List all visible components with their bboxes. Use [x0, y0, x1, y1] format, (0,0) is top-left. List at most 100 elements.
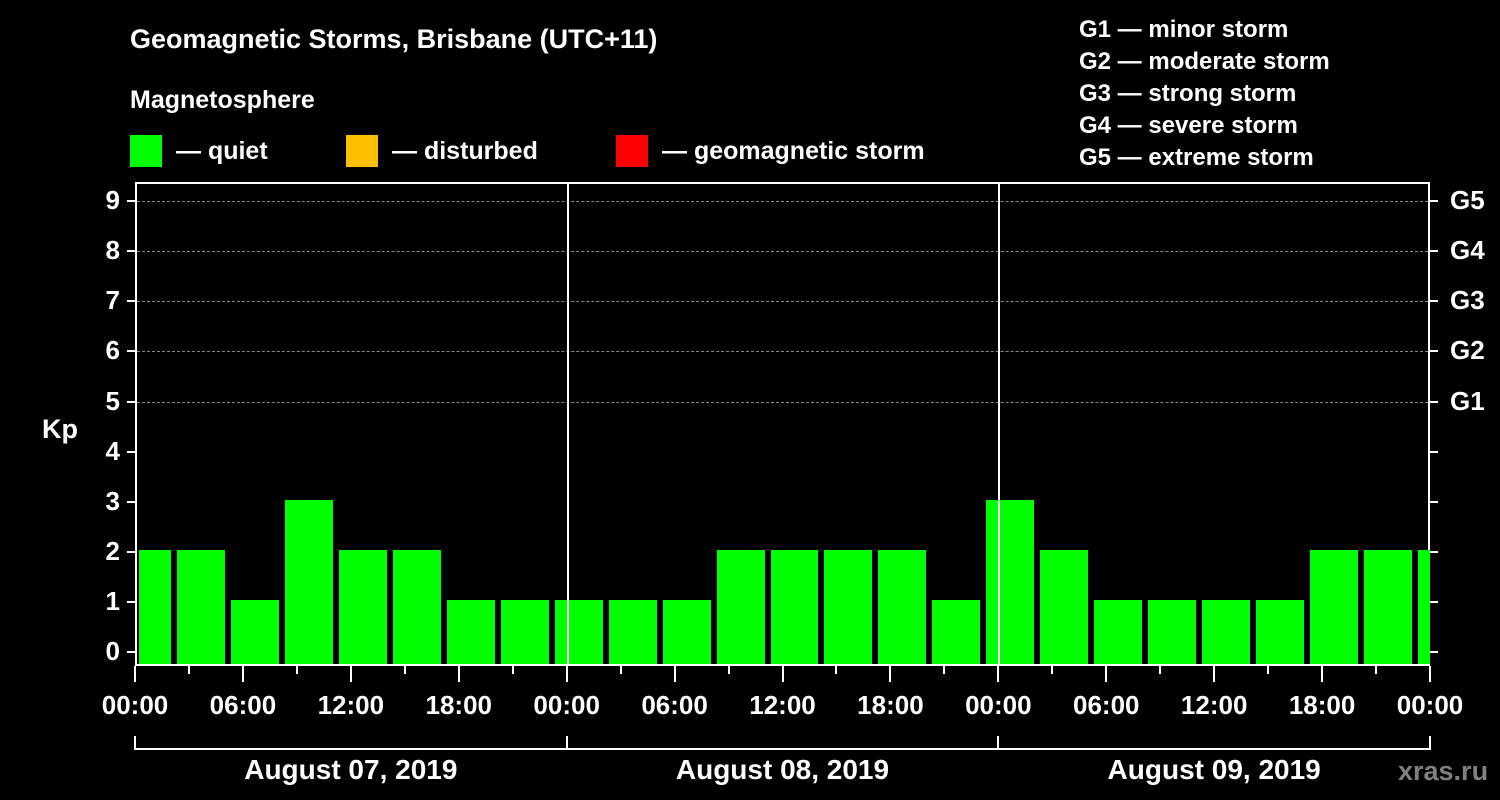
- legend-disturbed-label: — disturbed: [392, 136, 538, 165]
- kp-bar: [338, 549, 387, 664]
- date-bracket: [997, 736, 1431, 750]
- kp-bar: [1040, 549, 1089, 664]
- y-tick-right: [1430, 250, 1438, 253]
- x-tick: [781, 666, 784, 682]
- x-tick: [1429, 666, 1431, 682]
- x-tick: [619, 666, 622, 674]
- y-tick-right: [1430, 450, 1438, 453]
- x-tick-label: 06:00: [641, 690, 708, 720]
- kp-bar: [1148, 599, 1197, 664]
- gridline: [137, 251, 1428, 253]
- g-tick-label: G2: [1450, 335, 1485, 366]
- kp-bar: [662, 599, 711, 664]
- x-tick: [1159, 666, 1162, 674]
- y-tick-right: [1430, 500, 1438, 503]
- x-tick: [1051, 666, 1054, 674]
- y-tick-right: [1430, 600, 1438, 603]
- y-tick-label: 7: [105, 285, 120, 316]
- y-tick-right: [1430, 400, 1438, 403]
- legend-storm: — geomagnetic storm: [616, 134, 925, 168]
- y-tick: [127, 200, 135, 203]
- kp-bar: [1094, 599, 1143, 664]
- x-tick: [403, 666, 406, 674]
- g-tick-label: G1: [1450, 385, 1485, 416]
- x-tick: [889, 666, 892, 682]
- gridline: [137, 201, 1428, 203]
- legend-quiet: — quiet: [130, 134, 268, 168]
- y-tick-right: [1430, 350, 1438, 353]
- storm-swatch: [616, 135, 648, 167]
- x-tick-label: 00:00: [1396, 690, 1464, 720]
- date-label: August 08, 2019: [675, 754, 890, 785]
- x-tick-label: 06:00: [1073, 690, 1140, 720]
- x-tick-label: 18:00: [857, 690, 924, 720]
- kp-bar: [824, 549, 873, 664]
- x-tick-label: 00:00: [533, 690, 600, 720]
- kp-bar: [1202, 599, 1251, 664]
- date-bracket: [565, 736, 1000, 750]
- y-tick: [127, 300, 135, 303]
- x-tick-label: 00:00: [101, 690, 169, 720]
- x-tick-label: 12:00: [317, 690, 385, 720]
- x-tick: [134, 666, 136, 682]
- kp-bar: [1310, 549, 1359, 664]
- x-tick: [295, 666, 298, 674]
- g1-legend: G1 — minor storm: [1079, 16, 1289, 43]
- y-tick-right: [1430, 200, 1438, 203]
- y-tick: [127, 250, 135, 253]
- quiet-swatch: [130, 135, 162, 167]
- y-tick-label: 9: [105, 185, 120, 216]
- chart-title: Geomagnetic Storms, Brisbane (UTC+11): [130, 24, 658, 54]
- kp-bar: [230, 599, 279, 664]
- x-tick: [727, 666, 730, 674]
- kp-bar: [446, 599, 495, 664]
- y-tick-label: 3: [105, 485, 120, 516]
- x-tick-label: 06:00: [209, 690, 277, 720]
- plot-area: [135, 182, 1430, 666]
- y-tick-right: [1430, 651, 1438, 653]
- kp-bar: [392, 549, 441, 664]
- legend-disturbed: — disturbed: [346, 134, 538, 168]
- day-separator: [998, 184, 1001, 664]
- x-tick: [673, 666, 676, 682]
- x-tick: [1105, 666, 1108, 682]
- day-separator: [566, 184, 569, 664]
- kp-bar: [716, 549, 765, 664]
- kp-bar: [284, 499, 333, 664]
- y-tick: [127, 550, 135, 553]
- x-tick-label: 18:00: [425, 690, 493, 720]
- x-tick: [241, 666, 244, 682]
- x-tick: [511, 666, 514, 674]
- y-tick-right: [1430, 300, 1438, 303]
- kp-bar: [932, 599, 981, 664]
- watermark: xras.ru: [1398, 756, 1489, 786]
- y-tick-label: 8: [105, 235, 120, 266]
- kp-bar: [500, 599, 549, 664]
- disturbed-swatch: [346, 135, 378, 167]
- kp-bar: [1364, 549, 1412, 664]
- y-tick: [127, 450, 135, 453]
- y-tick: [127, 350, 135, 353]
- x-tick: [1267, 666, 1270, 674]
- y-tick-label: 2: [105, 535, 120, 566]
- date-label: August 07, 2019: [244, 754, 458, 785]
- x-tick: [1375, 666, 1378, 674]
- x-tick: [943, 666, 946, 674]
- g-tick-label: G5: [1450, 185, 1485, 216]
- legend-title: Magnetosphere: [130, 86, 315, 114]
- x-tick: [457, 666, 460, 682]
- x-tick: [1321, 666, 1324, 682]
- y-tick: [127, 600, 135, 603]
- x-tick-label: 00:00: [965, 690, 1032, 720]
- g5-legend: G5 — extreme storm: [1079, 144, 1314, 171]
- date-label: August 09, 2019: [1107, 754, 1321, 785]
- g-tick-label: G4: [1450, 235, 1485, 266]
- x-tick-label: 12:00: [1180, 690, 1248, 720]
- kp-bar: [1256, 599, 1305, 664]
- y-tick: [127, 400, 135, 403]
- kp-bar: [139, 549, 171, 664]
- legend-quiet-label: — quiet: [176, 136, 268, 165]
- x-tick: [349, 666, 352, 682]
- g2-legend: G2 — moderate storm: [1079, 48, 1330, 75]
- y-tick-label: 5: [105, 385, 120, 416]
